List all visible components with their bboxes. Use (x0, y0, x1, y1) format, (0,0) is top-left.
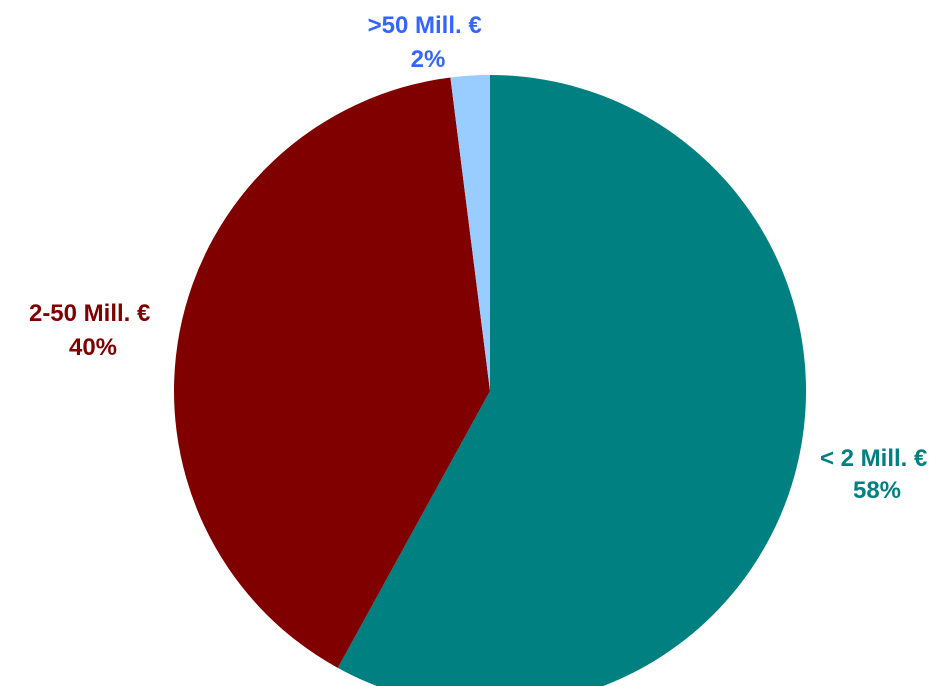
slice-value-label-small: 58% (853, 477, 901, 504)
slice-value-label-large: 2% (411, 46, 446, 73)
slice-category-label-large: >50 Mill. € (368, 12, 482, 39)
slice-large-companies (450, 75, 490, 391)
slice-value-label-medium: 40% (69, 334, 117, 361)
slice-label-small-companies: < 2 Mill. € 58% (820, 445, 934, 504)
slice-medium-companies (174, 77, 490, 668)
pie-slices (174, 75, 806, 686)
slice-category-label-medium: 2-50 Mill. € (29, 300, 150, 327)
slice-label-medium-companies: 2-50 Mill. € 40% (29, 300, 157, 361)
slice-category-label-small: < 2 Mill. € (820, 445, 927, 472)
slice-label-large-companies: >50 Mill. € 2% (368, 12, 489, 73)
pie-labels: < 2 Mill. € 58% 2-50 Mill. € 40% >50 Mil… (29, 12, 934, 504)
slice-small-companies (337, 75, 806, 686)
